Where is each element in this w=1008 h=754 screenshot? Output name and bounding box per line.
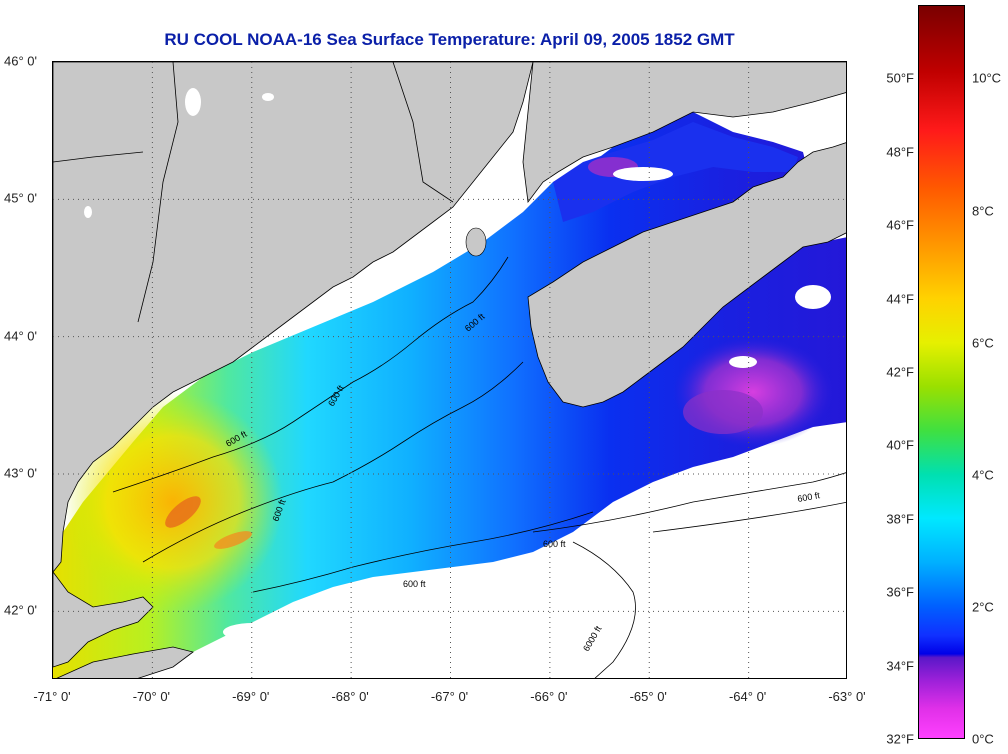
colorbar-fahrenheit-label: 36°F xyxy=(886,584,914,600)
land-nova-scotia xyxy=(527,142,846,408)
longitude-label: -66° 0' xyxy=(530,689,568,704)
contour-6000ft xyxy=(572,541,636,678)
contour-600ft xyxy=(252,511,594,593)
cloud-patch xyxy=(223,623,283,641)
sst-map-canvas: 600 ft 600 ft 600 ft 600 ft 600 ft 600 f… xyxy=(53,62,846,678)
lake xyxy=(262,93,274,101)
land-islands xyxy=(56,646,194,678)
colorbar-fahrenheit-label: 32°F xyxy=(886,731,914,747)
border-line xyxy=(137,62,179,323)
land-grand-manan xyxy=(465,227,487,257)
longitude-label: -67° 0' xyxy=(430,689,469,704)
longitude-label: -70° 0' xyxy=(132,689,171,704)
cold-water-patch xyxy=(683,390,763,434)
longitude-label: -64° 0' xyxy=(728,689,767,704)
latitude-label: 42° 0' xyxy=(4,602,37,618)
colorbar-fahrenheit-label: 46°F xyxy=(886,217,914,233)
longitude-label: -71° 0' xyxy=(33,689,71,704)
colorbar-fahrenheit-label: 48°F xyxy=(886,144,914,160)
colorbar-celsius-label: 8°C xyxy=(972,203,994,219)
latitude-label: 43° 0' xyxy=(4,465,37,481)
colorbar-celsius-label: 10°C xyxy=(972,70,1002,86)
contour-600ft xyxy=(112,256,509,493)
longitude-label: -69° 0' xyxy=(232,689,270,704)
fundy-water xyxy=(553,122,798,222)
temperature-colorbar xyxy=(918,5,965,739)
contour-label: 600 ft xyxy=(543,539,566,549)
land-cape-cod xyxy=(53,571,154,668)
colorbar-celsius-label: 6°C xyxy=(972,335,994,351)
colorbar-fahrenheit-label: 50°F xyxy=(886,70,914,86)
colorbar-celsius-label: 2°C xyxy=(972,599,994,615)
colorbar-celsius-label: 0°C xyxy=(972,731,994,747)
colorbar-fahrenheit-label: 38°F xyxy=(886,511,914,527)
border-line xyxy=(53,151,144,163)
warm-water-core xyxy=(214,531,252,549)
map-title: RU COOL NOAA-16 Sea Surface Temperature:… xyxy=(164,30,735,49)
cloud-patch xyxy=(613,167,673,181)
latitude-label: 44° 0' xyxy=(4,328,37,344)
cold-water-patch xyxy=(673,337,833,447)
colorbar-fahrenheit-label: 40°F xyxy=(886,437,914,453)
land-us xyxy=(53,62,534,573)
contour-600ft xyxy=(532,472,846,533)
cloud-patch xyxy=(729,356,757,368)
contour-label: 600 ft xyxy=(403,579,426,589)
longitude-label: -65° 0' xyxy=(629,689,667,704)
colorbar-fahrenheit-label: 44°F xyxy=(886,291,914,307)
latitude-label: 45° 0' xyxy=(4,190,37,206)
sst-map: 600 ft 600 ft 600 ft 600 ft 600 ft 600 f… xyxy=(52,61,847,679)
latitude-label: 46° 0' xyxy=(4,53,37,69)
land-new-brunswick xyxy=(522,62,846,204)
warm-water-patch xyxy=(63,392,283,612)
contour-label: 600 ft xyxy=(797,490,821,504)
longitude-label: -68° 0' xyxy=(331,689,369,704)
lake xyxy=(185,88,201,116)
border-line xyxy=(392,62,454,203)
cloud-patch xyxy=(795,285,831,309)
longitude-label: -63° 0' xyxy=(828,689,866,704)
colorbar-fahrenheit-label: 34°F xyxy=(886,658,914,674)
grid-lines xyxy=(53,62,846,678)
warm-water-core xyxy=(165,496,201,528)
contour-600ft xyxy=(142,361,524,563)
lake xyxy=(84,206,92,218)
contour-6000ft xyxy=(652,501,846,533)
colorbar-celsius-label: 4°C xyxy=(972,467,994,483)
colorbar-fahrenheit-label: 42°F xyxy=(886,364,914,380)
